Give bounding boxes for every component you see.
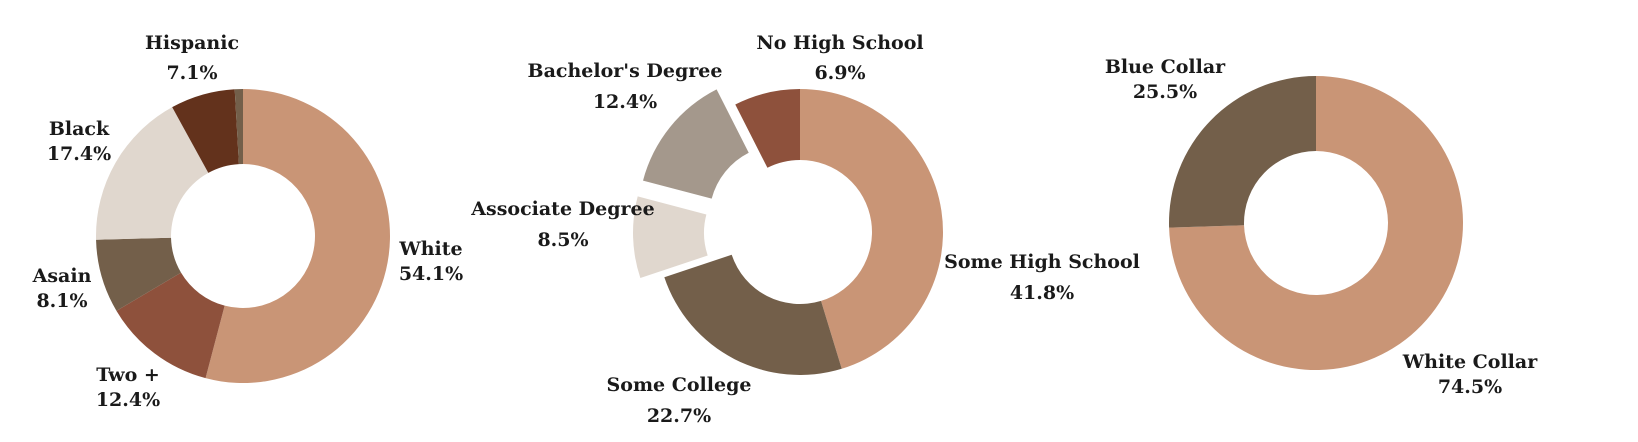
occupation-donut-chart: White Collar 74.5% Blue Collar 25.5% <box>1105 56 1538 398</box>
slice-label-associate-degree: Associate Degree <box>470 198 654 220</box>
slice-blue-collar <box>1169 76 1316 228</box>
slice-value-two: 12.4% <box>96 389 160 411</box>
slice-value-some-college: 22.7% <box>647 405 711 427</box>
slice-label-white: White <box>398 238 462 260</box>
slice-label-bachelor-s-degree: Bachelor's Degree <box>528 60 723 82</box>
slice-value-black: 17.4% <box>47 143 111 165</box>
slice-unlabeled <box>234 89 243 165</box>
education-donut-chart: Some High School 41.8% Some College 22.7% As… <box>470 32 1140 427</box>
slice-label-two: Two + <box>96 364 160 386</box>
slice-value-bachelor-s-degree: 12.4% <box>593 91 657 113</box>
slice-label-hispanic: Hispanic <box>145 32 239 54</box>
slice-value-white-collar: 74.5% <box>1438 376 1502 398</box>
slice-label-blue-collar: Blue Collar <box>1105 56 1226 78</box>
slice-label-white-collar: White Collar <box>1402 351 1538 373</box>
slice-value-associate-degree: 8.5% <box>537 229 588 251</box>
slice-white <box>205 89 390 383</box>
slice-black <box>96 107 209 240</box>
slice-some-college <box>664 254 842 376</box>
slice-value-some-high-school: 41.8% <box>1010 282 1074 304</box>
slice-value-blue-collar: 25.5% <box>1133 81 1197 103</box>
slice-some-high-school <box>800 89 943 369</box>
slice-hispanic <box>172 89 239 173</box>
slice-bachelor-s-degree <box>643 89 749 199</box>
slice-white-collar <box>1169 76 1463 371</box>
slice-value-asain: 8.1% <box>36 290 87 312</box>
slice-value-no-high-school: 6.9% <box>814 62 865 84</box>
slice-label-black: Black <box>49 118 110 140</box>
slice-associate-degree <box>633 196 708 278</box>
slice-two <box>116 272 225 379</box>
slice-no-high-school <box>735 89 800 168</box>
slice-label-no-high-school: No High School <box>756 32 923 54</box>
slice-label-some-high-school: Some High School <box>944 251 1140 273</box>
slice-label-asain: Asain <box>32 265 92 287</box>
slice-asain <box>96 237 182 311</box>
slice-value-hispanic: 7.1% <box>166 62 217 84</box>
ethnicity-donut-chart: White 54.1% Two + 12.4% Asain 8.1% Black 17.4% H… <box>32 32 464 411</box>
slice-label-some-college: Some College <box>607 374 752 396</box>
slice-value-white: 54.1% <box>399 263 463 285</box>
